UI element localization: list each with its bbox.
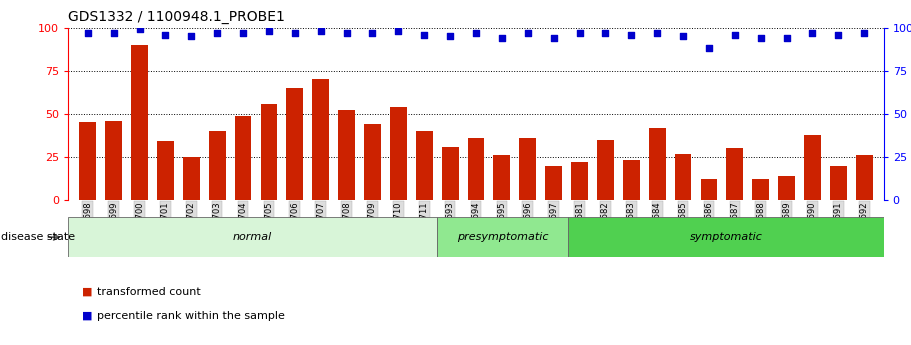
Bar [364, 124, 381, 200]
Point [701, 46, 716, 51]
Bar [855, 155, 873, 200]
Point [599, 30, 613, 36]
Bar [286, 88, 303, 200]
Point [210, 30, 224, 36]
Point [831, 32, 845, 37]
Bar [183, 157, 200, 200]
Bar [105, 121, 122, 200]
Bar [467, 138, 485, 200]
Bar [623, 160, 640, 200]
Bar [312, 79, 329, 200]
Point [80, 30, 95, 36]
Bar [338, 110, 355, 200]
Point [313, 28, 328, 34]
Point [520, 30, 535, 36]
Bar [546, 166, 562, 200]
Point [547, 35, 561, 41]
Bar [830, 166, 847, 200]
Bar [209, 131, 226, 200]
Bar [436, 217, 568, 257]
Bar [68, 217, 436, 257]
Point [468, 30, 483, 36]
Bar [649, 128, 666, 200]
Text: ■: ■ [82, 311, 93, 321]
Point [159, 32, 173, 37]
Point [728, 32, 742, 37]
Point [417, 32, 432, 37]
Point [495, 35, 509, 41]
Point [339, 30, 353, 36]
Text: GDS1332 / 1100948.1_PROBE1: GDS1332 / 1100948.1_PROBE1 [68, 10, 285, 24]
Bar [519, 138, 537, 200]
Bar [675, 154, 691, 200]
Bar [390, 107, 406, 200]
Text: symptomatic: symptomatic [690, 232, 763, 242]
Bar [235, 116, 251, 200]
Text: percentile rank within the sample: percentile rank within the sample [97, 311, 284, 321]
Point [443, 33, 457, 39]
Point [779, 35, 793, 41]
Bar [571, 162, 588, 200]
Bar [752, 179, 769, 200]
Text: normal: normal [233, 232, 272, 242]
Point [624, 32, 639, 37]
Point [132, 27, 147, 32]
Point [184, 33, 199, 39]
Bar [261, 104, 277, 200]
Point [365, 30, 380, 36]
Point [650, 30, 664, 36]
Point [236, 30, 251, 36]
Point [857, 30, 872, 36]
Bar [157, 141, 174, 200]
Bar [804, 135, 821, 200]
Bar [494, 155, 510, 200]
Point [676, 33, 691, 39]
Bar [701, 179, 717, 200]
Point [107, 30, 121, 36]
Text: ■: ■ [82, 287, 93, 296]
Point [288, 30, 302, 36]
Text: transformed count: transformed count [97, 287, 200, 296]
Bar [442, 147, 458, 200]
Bar [79, 122, 97, 200]
Point [261, 28, 276, 34]
Bar [568, 217, 884, 257]
Point [391, 28, 405, 34]
Bar [597, 140, 614, 200]
Point [805, 30, 820, 36]
Text: presymptomatic: presymptomatic [456, 232, 548, 242]
Point [572, 30, 587, 36]
Bar [415, 131, 433, 200]
Bar [726, 148, 743, 200]
Text: disease state: disease state [1, 232, 75, 242]
Point [753, 35, 768, 41]
Bar [131, 45, 148, 200]
Bar [778, 176, 795, 200]
